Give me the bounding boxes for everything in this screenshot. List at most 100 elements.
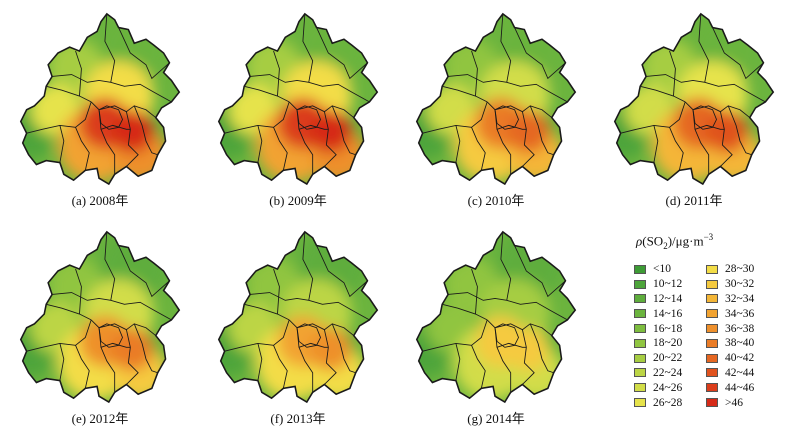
- legend-item: 30~32: [706, 277, 754, 292]
- concentration-field: [416, 231, 576, 403]
- map-2013: (f) 2013年: [208, 226, 388, 426]
- legend-label: 10~12: [653, 278, 683, 291]
- legend-swatch: [706, 368, 718, 378]
- legend-label: 40~42: [725, 352, 755, 365]
- legend-swatch: [634, 294, 646, 304]
- legend-swatch: [634, 264, 646, 274]
- legend-label: 18~20: [653, 337, 683, 350]
- legend-swatch: [634, 309, 646, 319]
- district-boundaries: [224, 231, 370, 393]
- city-outline: [217, 12, 379, 186]
- district-boundaries: [26, 231, 172, 393]
- legend-item: 22~24: [634, 366, 682, 381]
- legend-column-1: <10 10~12 12~14 14~16 16~18 18~20 20~22 22~24 24…: [634, 262, 682, 410]
- district-boundaries: [422, 13, 568, 175]
- legend-item: 18~20: [634, 336, 682, 351]
- legend-item: 26~28: [634, 395, 682, 410]
- map-2011-svg: [613, 12, 775, 186]
- legend-label: 28~30: [725, 263, 755, 276]
- legend-swatch: [634, 383, 646, 393]
- concentration-field: [218, 13, 378, 185]
- legend-swatch: [706, 309, 718, 319]
- map-2014: (g) 2014年: [406, 226, 586, 426]
- concentration-field: [416, 13, 576, 185]
- legend-item: 38~40: [706, 336, 754, 351]
- legend-item: 24~26: [634, 380, 682, 395]
- legend-item: 34~36: [706, 306, 754, 321]
- legend-swatch: [634, 398, 646, 408]
- map-2013-svg: [217, 230, 379, 404]
- map-2009: (b) 2009年: [208, 8, 388, 208]
- city-outline: [19, 230, 181, 404]
- map-2010: (c) 2010年: [406, 8, 586, 208]
- legend-item: 28~30: [706, 262, 754, 277]
- legend-label: >46: [725, 396, 743, 409]
- map-caption-2014: (g) 2014年: [467, 411, 525, 426]
- legend-item: 40~42: [706, 351, 754, 366]
- map-2008: (a) 2008年: [10, 8, 190, 208]
- legend-label: 38~40: [725, 337, 755, 350]
- legend-label: 32~34: [725, 292, 755, 305]
- legend-label: 22~24: [653, 366, 683, 379]
- legend: ρ(SO2)/μg·m−3 <10 10~12 12~14 14~16 16~18 18~…: [628, 232, 796, 437]
- legend-swatch: [706, 324, 718, 334]
- legend-item: 44~46: [706, 380, 754, 395]
- district-boundaries: [422, 231, 568, 393]
- legend-label: 36~38: [725, 322, 755, 335]
- legend-swatch: [634, 324, 646, 334]
- legend-label: 30~32: [725, 278, 755, 291]
- district-boundaries: [620, 13, 766, 175]
- legend-swatch: [706, 294, 718, 304]
- legend-swatch: [634, 368, 646, 378]
- map-2014-svg: [415, 230, 577, 404]
- legend-item: 16~18: [634, 321, 682, 336]
- legend-swatch: [706, 279, 718, 289]
- city-outline: [415, 12, 577, 186]
- map-caption-2012: (e) 2012年: [71, 411, 129, 426]
- legend-item: 20~22: [634, 351, 682, 366]
- legend-item: 14~16: [634, 306, 682, 321]
- map-caption-2010: (c) 2010年: [467, 193, 525, 208]
- legend-swatch: [634, 338, 646, 348]
- city-outline: [415, 230, 577, 404]
- legend-item: 36~38: [706, 321, 754, 336]
- legend-label: 16~18: [653, 322, 683, 335]
- map-2011: (d) 2011年: [604, 8, 784, 208]
- map-caption-2011: (d) 2011年: [665, 193, 723, 208]
- legend-swatch: [706, 353, 718, 363]
- legend-item: 32~34: [706, 292, 754, 307]
- legend-swatch: [634, 279, 646, 289]
- concentration-field: [218, 231, 378, 403]
- concentration-field: [20, 13, 180, 185]
- district-boundaries: [224, 13, 370, 175]
- map-2012: (e) 2012年: [10, 226, 190, 426]
- legend-item: <10: [634, 262, 682, 277]
- map-caption-2009: (b) 2009年: [269, 193, 327, 208]
- legend-label: 24~26: [653, 381, 683, 394]
- legend-title: ρ(SO2)/μg·m−3: [636, 232, 714, 251]
- city-outline: [217, 230, 379, 404]
- legend-column-2: 28~30 30~32 32~34 34~36 36~38 38~40 40~42 42~44…: [706, 262, 754, 410]
- legend-item: 12~14: [634, 292, 682, 307]
- map-2009-svg: [217, 12, 379, 186]
- legend-item: 42~44: [706, 366, 754, 381]
- map-2008-svg: [19, 12, 181, 186]
- legend-label: 34~36: [725, 307, 755, 320]
- legend-label: 42~44: [725, 366, 755, 379]
- legend-item: 10~12: [634, 277, 682, 292]
- legend-item: >46: [706, 395, 754, 410]
- legend-label: 20~22: [653, 352, 683, 365]
- map-2012-svg: [19, 230, 181, 404]
- legend-swatch: [706, 383, 718, 393]
- city-outline: [19, 12, 181, 186]
- map-caption-2013: (f) 2013年: [270, 411, 326, 426]
- concentration-field: [20, 231, 180, 403]
- map-2010-svg: [415, 12, 577, 186]
- legend-swatch: [706, 264, 718, 274]
- legend-swatch: [706, 398, 718, 408]
- district-boundaries: [26, 13, 172, 175]
- legend-swatch: [706, 338, 718, 348]
- legend-label: 44~46: [725, 381, 755, 394]
- concentration-field: [614, 13, 774, 185]
- legend-label: 26~28: [653, 396, 683, 409]
